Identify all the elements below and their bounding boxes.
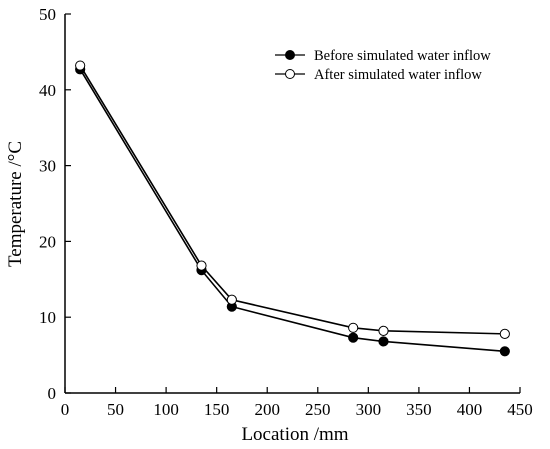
axis-ticks: 0 50 100 150 200 250 300 350 400 450 0 10 20 30 40 50 xyxy=(39,5,533,419)
x-tick-label: 150 xyxy=(204,400,230,419)
data-point-series-1 xyxy=(75,60,86,71)
x-tick-label: 250 xyxy=(305,400,331,419)
data-point-series-1 xyxy=(348,322,359,333)
x-tick-label: 350 xyxy=(406,400,432,419)
y-tick-label: 20 xyxy=(39,232,56,251)
plot-frame xyxy=(64,14,520,394)
legend-marker-after xyxy=(285,69,295,79)
x-tick-label: 0 xyxy=(61,400,70,419)
x-tick-label: 400 xyxy=(457,400,483,419)
y-tick-label: 0 xyxy=(48,384,57,403)
y-tick-label: 10 xyxy=(39,308,56,327)
data-point-series-0 xyxy=(378,336,389,347)
y-tick-label: 40 xyxy=(39,81,56,100)
series-line-0 xyxy=(79,68,505,353)
legend-label-before: Before simulated water inflow xyxy=(314,48,491,64)
x-tick-label: 450 xyxy=(507,400,533,419)
x-tick-label: 200 xyxy=(254,400,280,419)
legend-marker-before xyxy=(285,50,295,60)
y-tick-label: 30 xyxy=(39,157,56,176)
series-layer xyxy=(75,60,510,357)
x-tick-label: 50 xyxy=(107,400,124,419)
series-line-1 xyxy=(79,65,505,335)
data-point-series-1 xyxy=(196,260,207,271)
x-tick-label: 300 xyxy=(356,400,382,419)
y-axis-label: Temperature /°C xyxy=(5,141,26,267)
data-point-series-1 xyxy=(378,325,389,336)
data-point-series-1 xyxy=(226,294,237,305)
data-point-series-0 xyxy=(348,332,359,343)
x-tick-label: 100 xyxy=(153,400,179,419)
legend-label-after: After simulated water inflow xyxy=(314,67,482,83)
x-axis-label: Location /mm xyxy=(241,424,348,445)
data-point-series-0 xyxy=(499,346,510,357)
legend: Before simulated water inflow After simu… xyxy=(275,48,491,83)
data-point-series-1 xyxy=(499,328,510,339)
y-tick-label: 50 xyxy=(39,5,56,24)
